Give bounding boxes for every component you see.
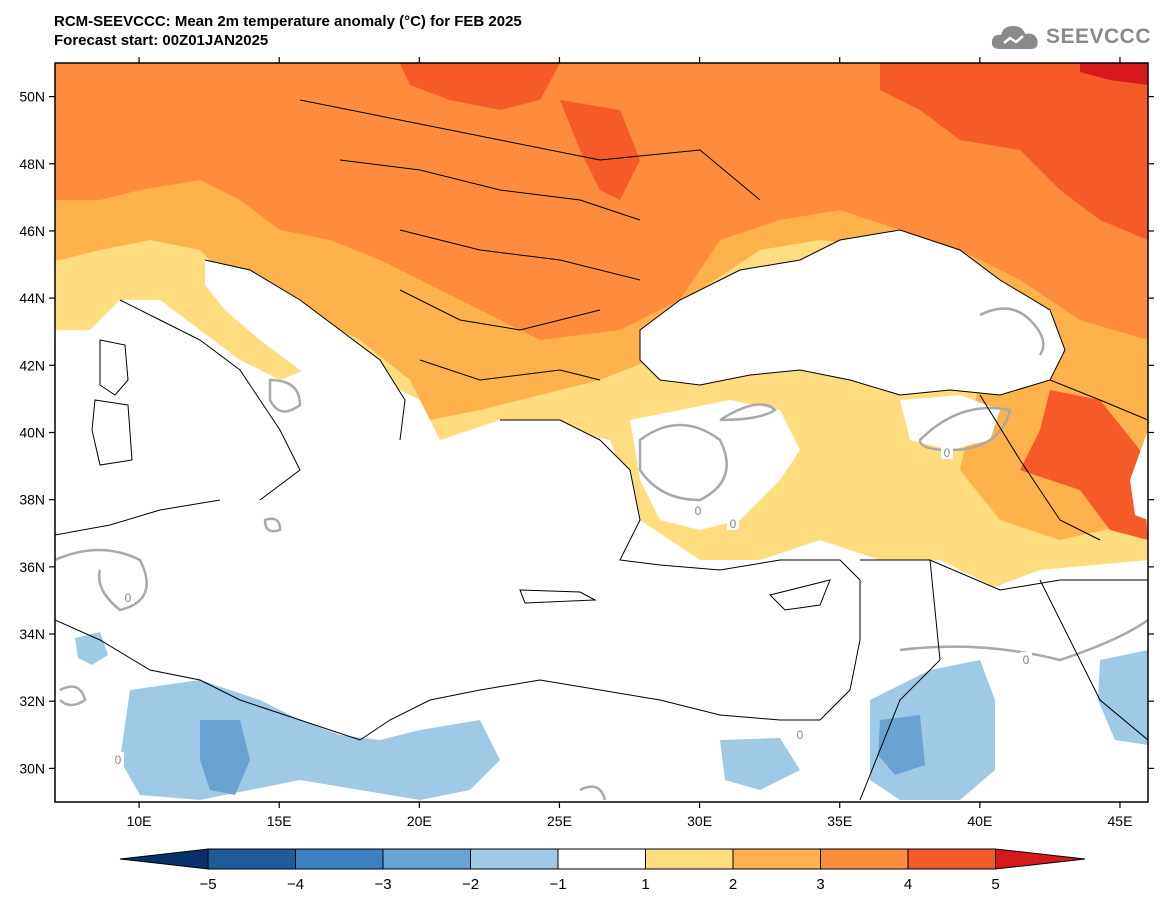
anomaly-band-4-5-caucasus bbox=[1020, 390, 1148, 540]
seevccc-logo: SEEVCCC bbox=[990, 22, 1151, 52]
lat-label: 36N bbox=[19, 559, 45, 575]
lon-label: 35E bbox=[827, 813, 852, 829]
zero-contours bbox=[55, 307, 1148, 801]
lat-label: 38N bbox=[19, 492, 45, 508]
lat-label: 34N bbox=[19, 626, 45, 642]
contour-label-bg bbox=[794, 727, 806, 741]
cloud-logo-icon bbox=[991, 26, 1038, 49]
contour-label-bg bbox=[727, 516, 739, 530]
colorbar-tick-label: −5 bbox=[199, 876, 216, 893]
anomaly-band-4-5-ukraine bbox=[560, 100, 640, 200]
colorbar-bin bbox=[382, 848, 471, 870]
anomaly-band-neg-2-3-libya bbox=[200, 720, 250, 795]
contour-label: 0 bbox=[695, 504, 702, 518]
contour-label-bg bbox=[122, 590, 134, 604]
lon-label: 10E bbox=[127, 813, 152, 829]
colorbar-tick-label: 2 bbox=[729, 876, 737, 893]
lat-label: 30N bbox=[19, 760, 45, 776]
contour-label-bg bbox=[1020, 652, 1032, 666]
lat-label: 50N bbox=[19, 89, 45, 105]
lat-label: 42N bbox=[19, 357, 45, 373]
anomaly-band-neg-2-3-saudi bbox=[878, 715, 925, 775]
lat-label: 46N bbox=[19, 223, 45, 239]
black-sea bbox=[640, 230, 1065, 395]
colorbar-tick-label: −2 bbox=[462, 876, 479, 893]
colorbar: −5 −4 −3 −2 −1 1 2 3 4 5 bbox=[119, 848, 1086, 893]
lat-label: 44N bbox=[19, 290, 45, 306]
adriatic-sea bbox=[205, 260, 405, 440]
contour-label-bg bbox=[112, 752, 124, 766]
colorbar-tick-label: 3 bbox=[816, 876, 824, 893]
colorbar-tick-label: 5 bbox=[991, 876, 999, 893]
colorbar-tick-label: 4 bbox=[904, 876, 912, 893]
lon-label: 40E bbox=[967, 813, 992, 829]
anomaly-band-3-4 bbox=[55, 63, 1148, 340]
latitude-axis: 50N 48N 46N 44N 42N 40N 38N 36N 34N 32N 30N bbox=[19, 89, 1154, 776]
lon-label: 15E bbox=[267, 813, 292, 829]
colorbar-bin bbox=[907, 848, 996, 870]
title-line-1: RCM-SEEVCCC: Mean 2m temperature anomaly… bbox=[54, 13, 522, 30]
colorbar-bin bbox=[557, 848, 646, 870]
colorbar-bin bbox=[820, 848, 909, 870]
contour-label: 0 bbox=[944, 446, 951, 460]
mediterranean-sea bbox=[55, 450, 860, 740]
contour-label-bg bbox=[692, 503, 704, 517]
colorbar-tick-label: −3 bbox=[374, 876, 391, 893]
colorbar-arrow-low bbox=[119, 848, 209, 870]
aegean-sea bbox=[470, 420, 640, 580]
anomaly-band-neg-1-2-iraq bbox=[1098, 650, 1148, 745]
colorbar-arrow-high bbox=[995, 848, 1086, 870]
contour-label: 0 bbox=[1023, 653, 1030, 667]
lon-label: 45E bbox=[1108, 813, 1133, 829]
logo-text: SEEVCCC bbox=[1045, 25, 1151, 48]
lon-label: 25E bbox=[547, 813, 572, 829]
anomaly-band-4-5-northeast bbox=[880, 63, 1148, 240]
contour-label-bg bbox=[941, 445, 953, 459]
contour-label: 0 bbox=[125, 591, 132, 605]
lon-label: 20E bbox=[407, 813, 432, 829]
map-title: RCM-SEEVCCC: Mean 2m temperature anomaly… bbox=[54, 12, 522, 50]
colorbar-bin bbox=[295, 848, 384, 870]
lon-label: 30E bbox=[687, 813, 712, 829]
contour-label: 0 bbox=[730, 517, 737, 531]
colorbar-bin bbox=[470, 848, 559, 870]
colorbar-bin bbox=[207, 848, 296, 870]
title-line-2: Forecast start: 00Z01JAN2025 bbox=[54, 32, 269, 49]
longitude-axis: 10E 15E 20E 25E 30E 35E 40E 45E bbox=[127, 57, 1133, 829]
anomaly-band-neg-1-2-egypt bbox=[720, 738, 800, 790]
map-plot-area bbox=[55, 63, 1148, 802]
contour-label: 0 bbox=[115, 753, 122, 767]
colorbar-tick-label: 1 bbox=[641, 876, 649, 893]
coastlines-borders bbox=[55, 99, 1148, 801]
lat-label: 48N bbox=[19, 156, 45, 172]
lat-label: 40N bbox=[19, 425, 45, 441]
caspian-sea bbox=[1130, 430, 1148, 520]
tyrrhenian-sea bbox=[110, 300, 300, 480]
anomaly-band-5-plus bbox=[1080, 63, 1148, 85]
colorbar-tick-label: −4 bbox=[287, 876, 304, 893]
colorbar-bin bbox=[645, 848, 734, 870]
anatolia-low-anomaly bbox=[630, 400, 800, 530]
anomaly-band-4-5-north bbox=[400, 63, 560, 110]
colorbar-tick-label: −1 bbox=[549, 876, 566, 893]
lat-label: 32N bbox=[19, 693, 45, 709]
colorbar-bin bbox=[732, 848, 821, 870]
contour-label: 0 bbox=[797, 728, 804, 742]
